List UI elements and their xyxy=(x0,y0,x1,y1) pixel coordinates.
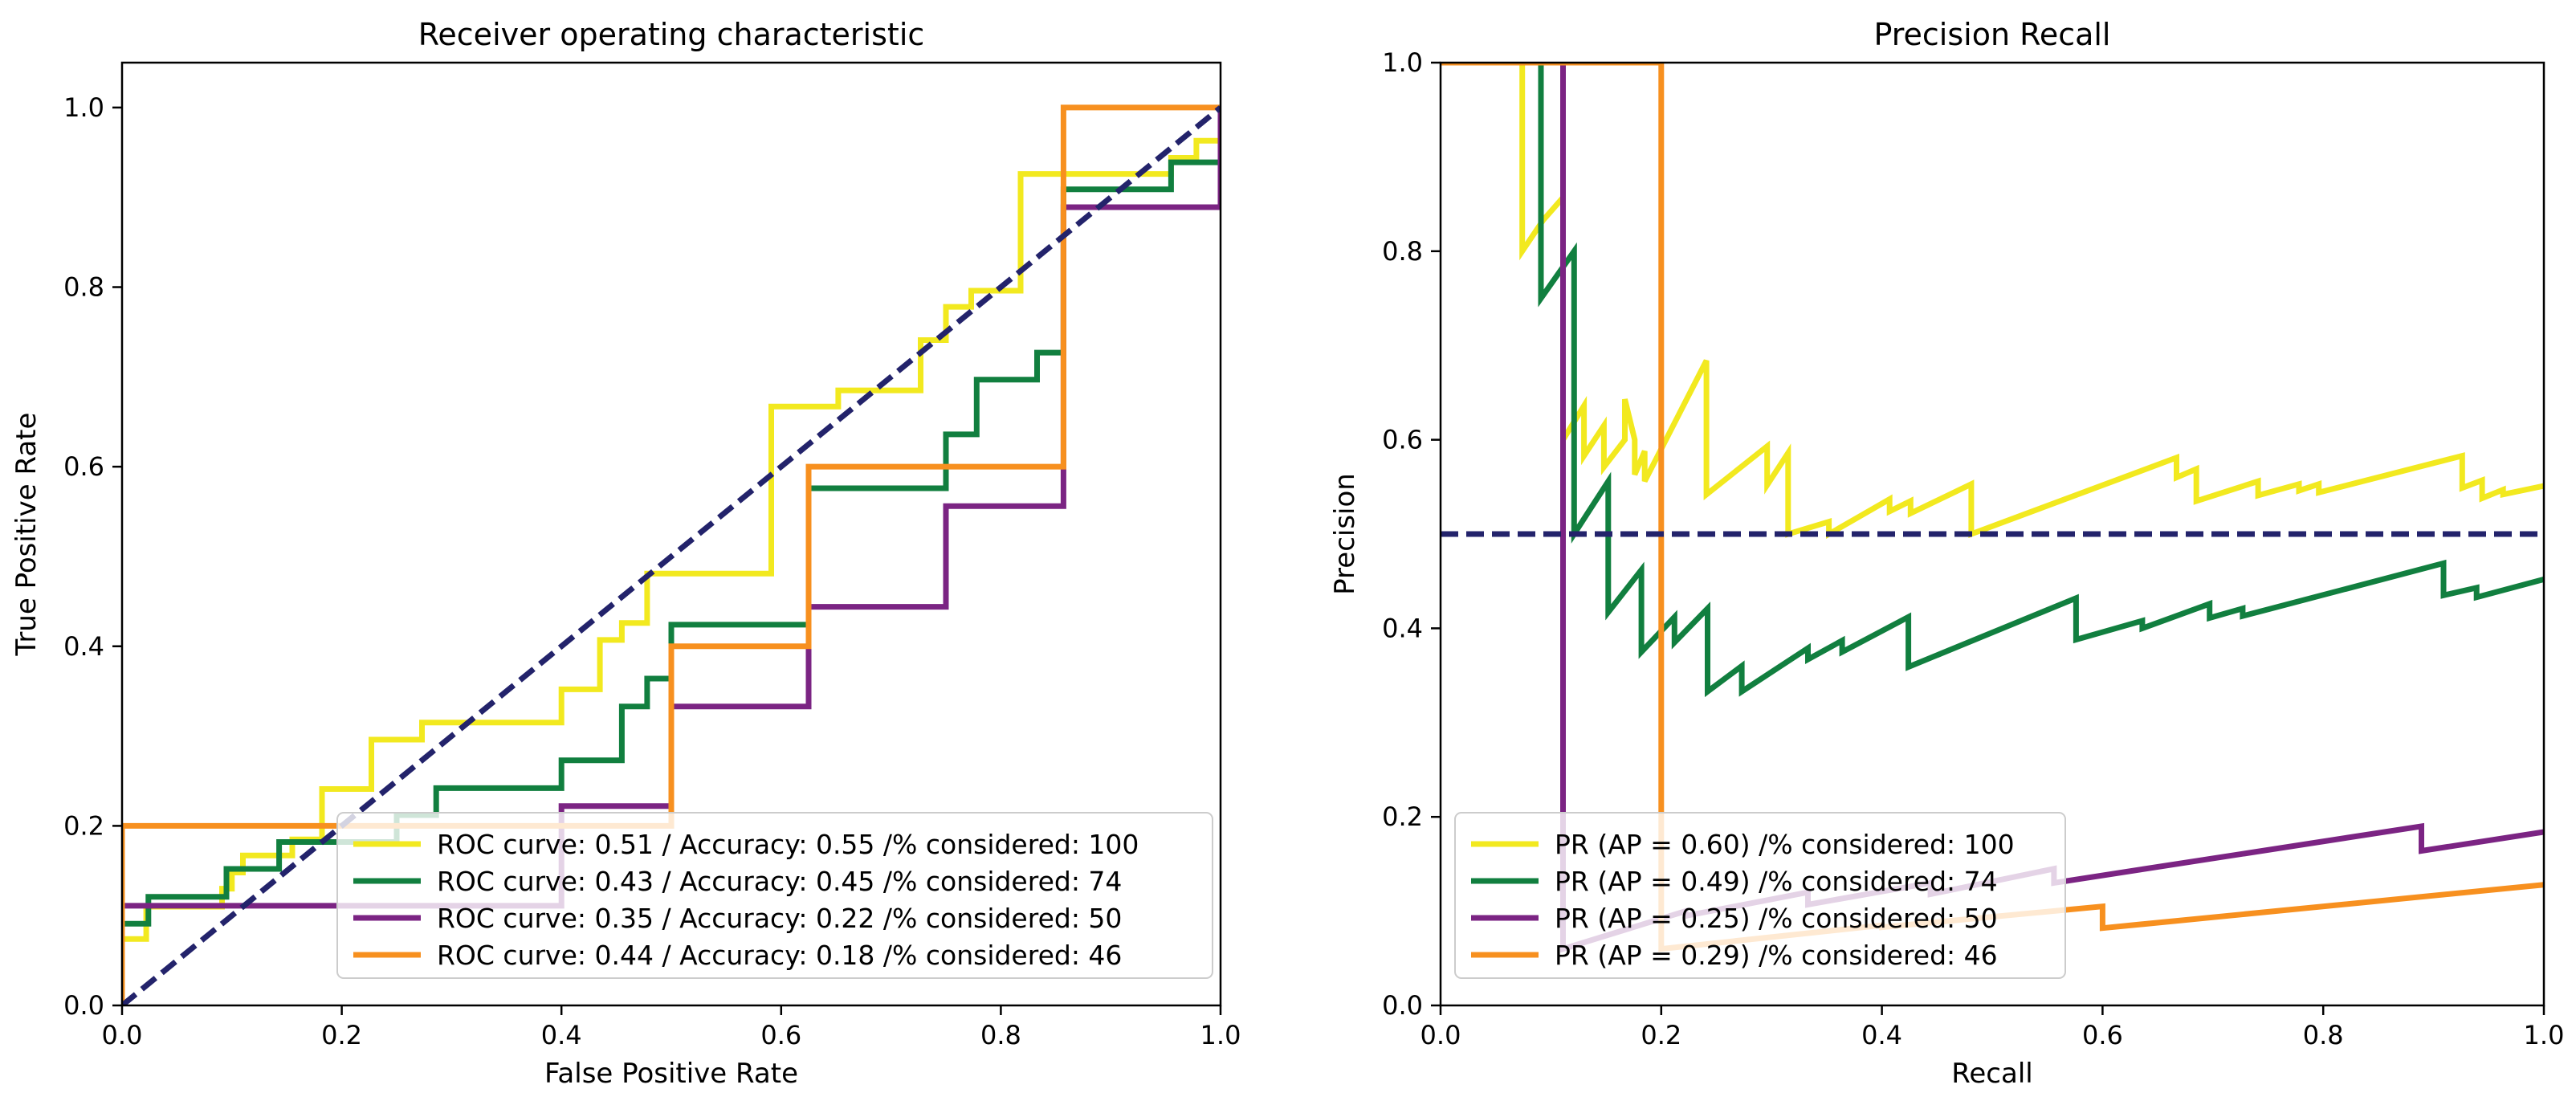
pr-ytick-label: 0.0 xyxy=(1382,990,1423,1021)
roc-xtick-label: 0.6 xyxy=(760,1020,801,1050)
roc-series-3 xyxy=(122,104,1221,1005)
roc-xtick-label: 1.0 xyxy=(1200,1020,1241,1050)
roc-ylabel: True Positive Rate xyxy=(10,413,43,657)
pr-ytick-label: 1.0 xyxy=(1382,47,1423,78)
pr-xtick-label: 1.0 xyxy=(2524,1020,2565,1050)
pr-ytick-label: 0.6 xyxy=(1382,425,1423,455)
pr-ylabel: Precision xyxy=(1329,473,1361,595)
pr-legend-label: PR (AP = 0.60) /% considered: 100 xyxy=(1555,829,2015,860)
pr-xtick-label: 0.8 xyxy=(2303,1020,2344,1050)
pr-series-0 xyxy=(1519,63,2544,540)
pr-legend-box xyxy=(1454,812,2066,979)
pr-legend-label: PR (AP = 0.29) /% considered: 46 xyxy=(1555,940,1998,971)
roc-ytick-label: 0.4 xyxy=(63,631,104,662)
roc-legend-label: ROC curve: 0.51 / Accuracy: 0.55 /% cons… xyxy=(437,829,1139,860)
roc-ytick-label: 0.0 xyxy=(63,990,104,1021)
roc-series-1 xyxy=(122,107,1221,1005)
pr-xtick-label: 0.4 xyxy=(1861,1020,1902,1050)
roc-legend-label: ROC curve: 0.35 / Accuracy: 0.22 /% cons… xyxy=(437,903,1122,934)
roc-legend-label: ROC curve: 0.43 / Accuracy: 0.45 /% cons… xyxy=(437,866,1122,897)
pr-xtick-label: 0.0 xyxy=(1420,1020,1461,1050)
roc-axes-frame xyxy=(120,61,1222,1007)
roc-series-0 xyxy=(122,107,1221,1005)
roc-legend: ROC curve: 0.51 / Accuracy: 0.55 /% cons… xyxy=(336,812,1213,979)
roc-panel: Receiver operating characteristic 0.0 0.2 0… xyxy=(10,17,1241,1090)
roc-xtick-label: 0.2 xyxy=(321,1020,362,1050)
pr-ytick-label: 0.4 xyxy=(1382,613,1423,643)
roc-reference-line xyxy=(122,105,1221,1005)
roc-xlabel: False Positive Rate xyxy=(544,1058,798,1090)
pr-title: Precision Recall xyxy=(1873,17,2110,52)
pr-ytick-label: 0.8 xyxy=(1382,236,1423,267)
pr-legend-label: PR (AP = 0.25) /% considered: 50 xyxy=(1555,903,1998,934)
roc-legend-box xyxy=(336,812,1213,979)
roc-xtick-label: 0.8 xyxy=(980,1020,1021,1050)
roc-xtick-label: 0.0 xyxy=(102,1020,143,1050)
roc-xtick-label: 0.4 xyxy=(541,1020,582,1050)
roc-legend-label: ROC curve: 0.44 / Accuracy: 0.18 /% cons… xyxy=(437,940,1122,971)
pr-xlabel: Recall xyxy=(1951,1058,2032,1090)
pr-axes-frame xyxy=(1439,61,2545,1007)
roc-ytick-label: 0.6 xyxy=(63,451,104,482)
pr-panel: Precision Recall 0.0 0.2 0.4 0.6 0.8 1.0 0.0 0.2… xyxy=(1329,17,2564,1090)
pr-ytick-label: 0.2 xyxy=(1382,801,1423,832)
roc-ytick-label: 0.2 xyxy=(63,810,104,841)
pr-xtick-label: 0.6 xyxy=(2082,1020,2123,1050)
roc-title: Receiver operating characteristic xyxy=(418,17,925,52)
roc-ytick-label: 0.8 xyxy=(63,272,104,303)
roc-ytick-label: 1.0 xyxy=(63,92,104,123)
pr-xtick-label: 0.2 xyxy=(1641,1020,1681,1050)
pr-legend-label: PR (AP = 0.49) /% considered: 74 xyxy=(1555,866,1998,897)
pr-series-1 xyxy=(1538,63,2544,698)
pr-legend: PR (AP = 0.60) /% considered: 100 PR (AP … xyxy=(1454,812,2066,979)
